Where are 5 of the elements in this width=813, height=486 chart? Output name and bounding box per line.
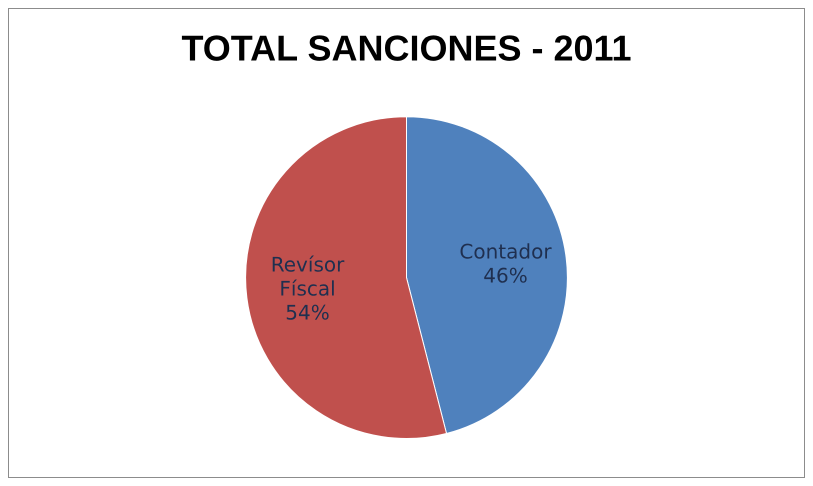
slice-label: Revísor Físcal xyxy=(270,252,346,300)
data-label: 54% xyxy=(285,300,330,324)
slice-label: Contador xyxy=(459,239,552,264)
data-label: 46% xyxy=(483,263,528,288)
chart-title: TOTAL SANCIONES - 2011 xyxy=(181,28,632,69)
